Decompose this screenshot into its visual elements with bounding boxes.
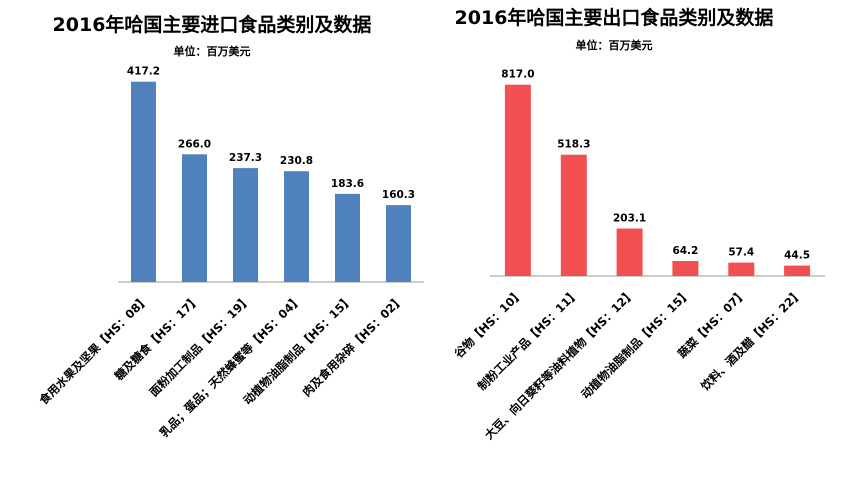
import-category-label: 面粉加工制品【HS：19】	[147, 292, 254, 399]
export-bar	[728, 262, 755, 276]
export-chart-unit: 单位：百万美元	[576, 38, 653, 52]
import-value-label: 417.2	[127, 66, 160, 78]
import-bar	[284, 171, 309, 282]
export-value-label: 64.2	[672, 245, 698, 257]
import-category-label: 糖及糖食【HS：17】	[112, 292, 203, 383]
export-chart-title: 2016年哈国主要出口食品类别及数据	[455, 6, 774, 29]
import-value-label: 266.0	[178, 138, 211, 150]
import-chart-bars: 417.2食用水果及坚果【HS：08】266.0糖及糖食【HS：17】237.3…	[36, 66, 415, 440]
import-chart-unit: 单位：百万美元	[174, 44, 251, 58]
import-value-label: 160.3	[382, 189, 415, 201]
import-value-label: 230.8	[280, 155, 313, 167]
export-bar	[560, 154, 587, 276]
import-bar	[386, 205, 411, 282]
import-bar	[131, 81, 156, 282]
export-bar	[672, 261, 699, 276]
export-value-label: 518.3	[557, 139, 590, 151]
export-value-label: 44.5	[784, 250, 810, 262]
import-bar	[335, 193, 360, 282]
export-bar	[784, 265, 811, 276]
export-chart: 2016年哈国主要出口食品类别及数据 单位：百万美元 817.0谷物【HS：10…	[451, 6, 825, 442]
import-bar	[182, 154, 207, 282]
import-category-label: 肉及食用杂碎【HS：02】	[300, 292, 407, 399]
import-value-label: 237.3	[229, 152, 262, 164]
import-chart: 2016年哈国主要进口食品类别及数据 单位：百万美元 417.2食用水果及坚果【…	[36, 13, 424, 440]
export-category-label: 制粉工业产品【HS：11】	[475, 286, 582, 393]
export-category-label: 饮料、酒及醋【HS：22】	[697, 286, 805, 394]
export-value-label: 203.1	[613, 213, 646, 225]
export-bar	[616, 228, 643, 276]
import-chart-title: 2016年哈国主要进口食品类别及数据	[53, 13, 372, 36]
export-bar	[504, 84, 531, 276]
export-value-label: 817.0	[501, 69, 534, 81]
export-value-label: 57.4	[728, 247, 754, 259]
export-category-label: 动植物油脂制品【HS：15】	[578, 286, 693, 401]
import-bar	[233, 168, 258, 282]
export-chart-bars: 817.0谷物【HS：10】518.3制粉工业产品【HS：11】203.1大豆、…	[451, 69, 811, 442]
import-value-label: 183.6	[331, 178, 364, 190]
